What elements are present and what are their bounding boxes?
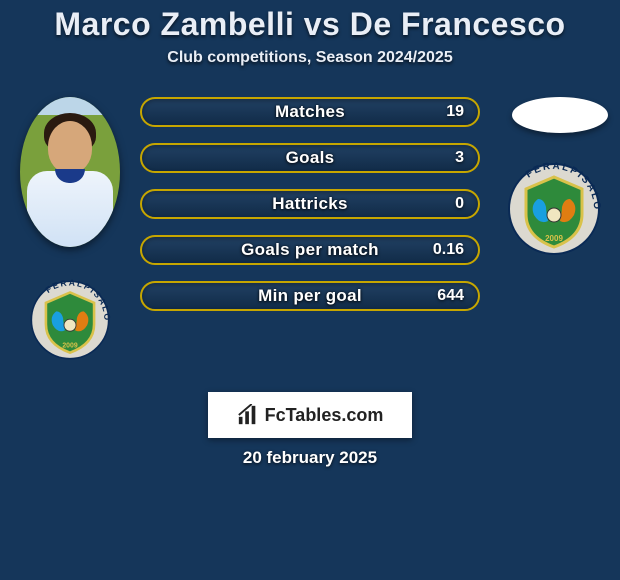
page-title: Marco Zambelli vs De Francesco	[0, 0, 620, 43]
date-label: 20 february 2025	[0, 448, 620, 468]
chart-icon	[237, 404, 259, 426]
stat-value: 644	[437, 283, 464, 309]
comparison-layout: FERALPISALO 2009 Matches 19 Goals 3	[0, 97, 620, 397]
stat-label: Goals	[142, 145, 478, 171]
stat-value: 19	[446, 99, 464, 125]
club-crest-right: FERALPISALO 2009	[504, 159, 604, 259]
stat-row-matches: Matches 19	[140, 97, 480, 127]
player-photo-left	[20, 97, 120, 247]
stat-label: Goals per match	[142, 237, 478, 263]
crest-year: 2009	[545, 234, 563, 243]
stat-label: Matches	[142, 99, 478, 125]
left-column: FERALPISALO 2009	[10, 97, 130, 363]
crest-year: 2009	[62, 343, 77, 350]
stat-value: 0.16	[433, 237, 464, 263]
stat-label: Min per goal	[142, 283, 478, 309]
subtitle: Club competitions, Season 2024/2025	[0, 49, 620, 67]
source-label: FcTables.com	[265, 405, 384, 426]
stat-row-gpm: Goals per match 0.16	[140, 235, 480, 265]
club-crest-left: FERALPISALO 2009	[20, 277, 120, 363]
right-column: FERALPISALO 2009	[494, 97, 614, 259]
stat-value: 3	[455, 145, 464, 171]
source-link[interactable]: FcTables.com	[208, 392, 412, 438]
card: Marco Zambelli vs De Francesco Club comp…	[0, 0, 620, 580]
stat-label: Hattricks	[142, 191, 478, 217]
stat-row-hattricks: Hattricks 0	[140, 189, 480, 219]
stat-row-goals: Goals 3	[140, 143, 480, 173]
stat-row-mpg: Min per goal 644	[140, 281, 480, 311]
player-photo-right-placeholder	[512, 97, 608, 133]
stat-value: 0	[455, 191, 464, 217]
stat-bars: Matches 19 Goals 3 Hattricks 0 Goals per…	[140, 97, 480, 327]
